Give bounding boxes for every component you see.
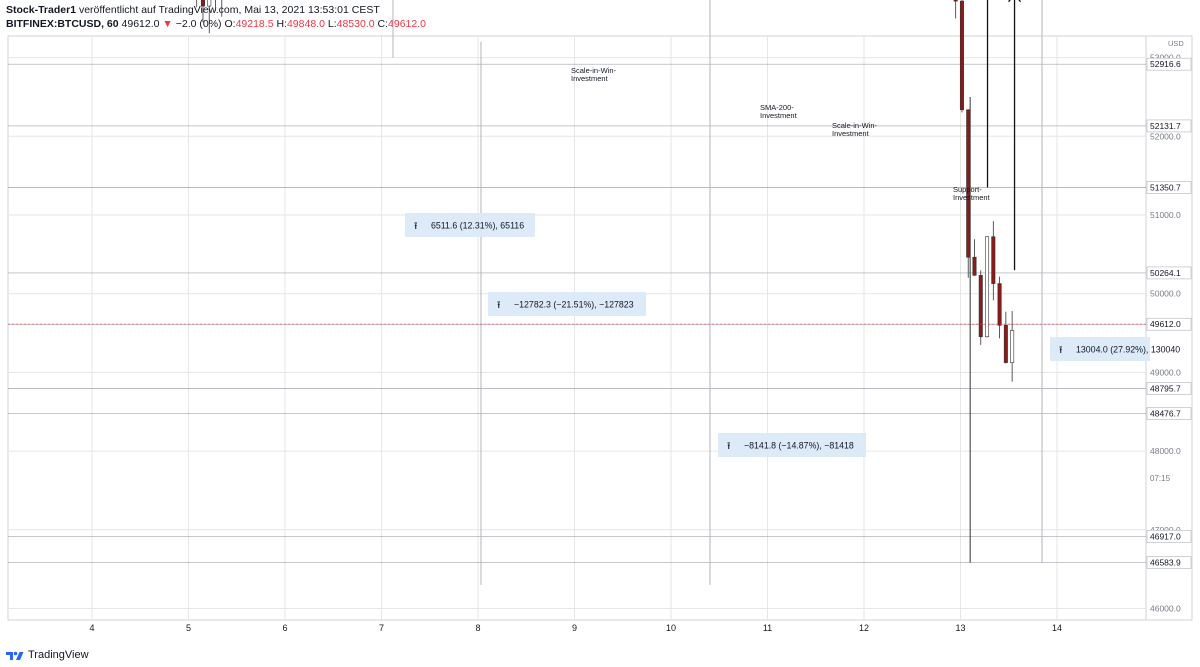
- open-label: O:: [224, 18, 236, 30]
- measure-label: −12782.3 (−21.51%), −127823: [514, 300, 634, 310]
- candle-body: [972, 256, 977, 276]
- currency-label: USD: [1168, 39, 1184, 48]
- candle-body: [991, 236, 996, 284]
- measure-label: 6511.6 (12.31%), 65116: [431, 221, 524, 231]
- measure-label: 13004.0 (27.92%), 130040: [1076, 345, 1180, 355]
- level-label-box: [1146, 119, 1192, 133]
- candle-body: [966, 109, 971, 258]
- symbol-name[interactable]: BITFINEX:BTCUSD, 60: [6, 18, 119, 30]
- measure-box[interactable]: [718, 433, 866, 457]
- measure-box[interactable]: [1050, 337, 1150, 361]
- level-label-box: [1146, 181, 1192, 194]
- x-axis-tick-label: 5: [186, 623, 191, 633]
- measure-box[interactable]: [405, 213, 535, 237]
- level-label: 49612.0: [1150, 319, 1181, 329]
- level-label: 48795.7: [1150, 383, 1181, 393]
- measure-label: −8141.8 (−14.87%), −81418: [744, 441, 854, 451]
- x-axis-tick-label: 13: [955, 623, 965, 633]
- price-tick-label: 51000.0: [1150, 210, 1181, 220]
- price-tick-label: 46000.0: [1150, 604, 1181, 614]
- x-axis-tick-label: 12: [859, 623, 869, 633]
- candle-body: [959, 0, 964, 111]
- candle-body: [985, 236, 990, 338]
- price-change: −2.0 (0%): [175, 18, 222, 30]
- level-label: 48476.7: [1150, 409, 1181, 419]
- measure-box[interactable]: [488, 292, 646, 316]
- candle-body: [953, 0, 958, 2]
- price-tick-label: 53000.0: [1150, 53, 1181, 63]
- annotation-label: SMA-200-: [760, 103, 794, 112]
- price-tick-label: 52000.0: [1150, 131, 1181, 141]
- x-axis-tick-label: 6: [282, 623, 287, 633]
- footer-brand-label: TradingView: [28, 649, 89, 661]
- x-axis-tick-label: 9: [572, 623, 577, 633]
- candle-body: [978, 275, 983, 338]
- level-label-box: [1146, 57, 1192, 71]
- annotation-label: Investment: [953, 193, 991, 202]
- candle-body: [997, 283, 1002, 326]
- high-value: 49848.0: [286, 18, 325, 30]
- change-arrow-icon: ▼: [162, 18, 173, 30]
- annotation-label: Investment: [760, 111, 798, 120]
- level-label-box: [1146, 266, 1192, 280]
- annotation-label: Investment: [571, 74, 609, 83]
- level-label-box: [1146, 382, 1192, 395]
- close-label: C:: [377, 18, 389, 30]
- footer-brand[interactable]: TradingView: [6, 649, 89, 661]
- level-label: 46917.0: [1150, 531, 1181, 541]
- level-label: 46583.9: [1150, 558, 1181, 568]
- chart-frame: [7, 35, 1193, 621]
- price-tick-label: 47000.0: [1150, 525, 1181, 535]
- candle-body: [207, 0, 212, 7]
- level-label-box: [1146, 407, 1192, 420]
- low-value: 48530.0: [336, 18, 375, 30]
- level-label: 51350.7: [1150, 182, 1181, 192]
- annotation-label: Scale-in-Win-: [571, 66, 617, 75]
- price-tick-label: 50000.0: [1150, 289, 1181, 299]
- tradingview-logo-icon: [6, 651, 24, 660]
- open-value: 49218.5: [235, 18, 274, 30]
- measure-icon: ⭱: [497, 300, 501, 311]
- publisher-line: Stock-Trader1 veröffentlicht auf Trading…: [6, 4, 380, 16]
- x-axis-tick-label: 11: [763, 623, 772, 633]
- annotation-label: Investment: [832, 129, 870, 138]
- x-axis-tick-label: 14: [1052, 623, 1062, 633]
- close-value: 49612.0: [388, 18, 426, 30]
- x-axis-tick-label: 10: [666, 623, 676, 633]
- x-axis-tick-label: 7: [379, 623, 384, 633]
- candle-body: [1010, 330, 1015, 363]
- x-axis-tick-label: 4: [89, 623, 94, 633]
- candles-group: [196, 0, 1015, 382]
- measure-icon: ⭱: [727, 441, 731, 452]
- candle-body: [1003, 325, 1008, 363]
- annotation-label: Support-: [953, 185, 982, 194]
- publisher-name[interactable]: Stock-Trader1: [6, 4, 77, 16]
- symbol-line: BITFINEX:BTCUSD, 60 49612.0 ▼ −2.0 (0%) …: [6, 18, 426, 30]
- published-text: veröffentlicht auf TradingView.com, Mai …: [78, 4, 380, 16]
- level-label-box: [1146, 317, 1192, 331]
- level-label-box: [1146, 530, 1192, 543]
- annotation-label: Scale-in-Win-: [832, 121, 878, 130]
- level-label: 52131.7: [1150, 121, 1181, 131]
- x-axis-tick-label: 8: [475, 623, 480, 633]
- measure-icon: ⭱: [1059, 345, 1063, 356]
- last-price: 49612.0: [121, 18, 160, 30]
- candle-body: [200, 0, 205, 7]
- price-tick-label: 49000.0: [1150, 367, 1181, 377]
- countdown-label: 07:15: [1150, 474, 1171, 483]
- level-label: 50264.1: [1150, 268, 1181, 278]
- level-label: 52916.6: [1150, 59, 1181, 69]
- measure-icon: ⭱: [414, 221, 418, 232]
- low-label: L:: [327, 18, 337, 30]
- price-tick-label: 48000.0: [1150, 446, 1181, 456]
- high-label: H:: [276, 18, 287, 30]
- level-label-box: [1146, 556, 1192, 569]
